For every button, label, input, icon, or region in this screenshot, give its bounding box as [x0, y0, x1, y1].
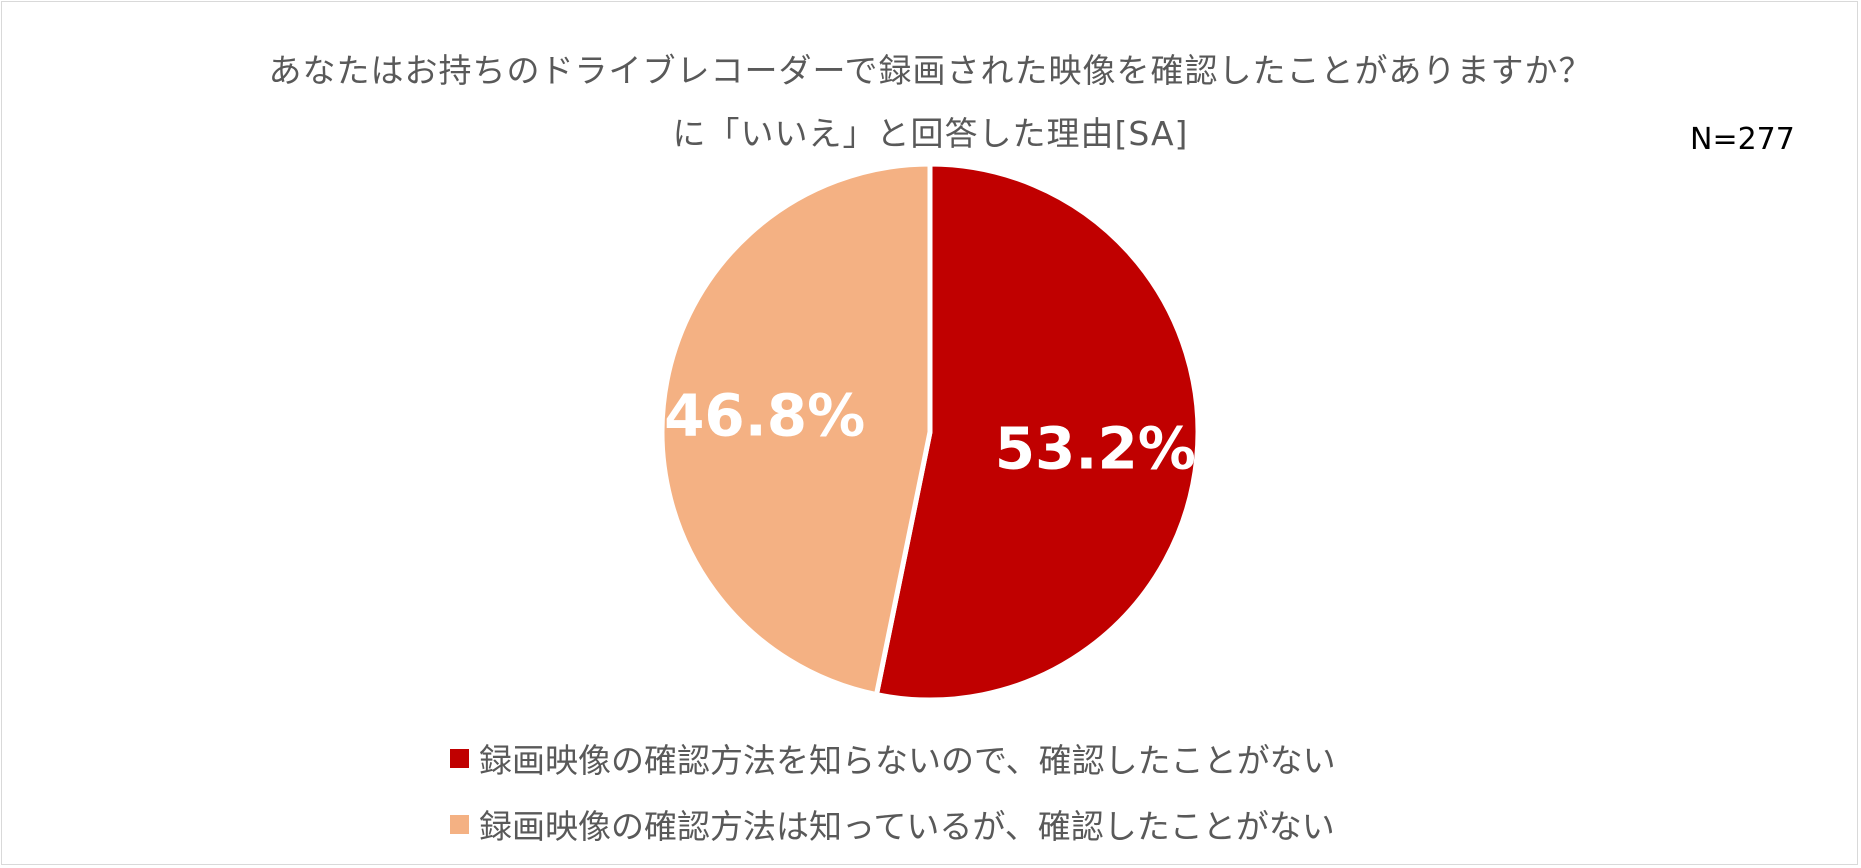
pie-slice-1 [659, 161, 933, 698]
legend: 録画映像の確認方法を知らないので、確認したことがない 録画映像の確認方法は知って… [450, 725, 1336, 857]
pie-slice-0 [873, 161, 1201, 703]
legend-item: 録画映像の確認方法は知っているが、確認したことがない [450, 791, 1336, 857]
chart-subtitle: に「いいえ」と回答した理由[SA] [672, 114, 1189, 153]
legend-item: 録画映像の確認方法を知らないので、確認したことがない [450, 725, 1336, 791]
legend-swatch-1 [450, 814, 469, 834]
data-label-1: 46.8% [664, 381, 865, 449]
sample-size-label: N=277 [1690, 122, 1795, 157]
data-label-0: 53.2% [995, 415, 1196, 483]
chart-title: あなたはお持ちのドライブレコーダーで録画された映像を確認したことがありますか？ [268, 51, 1593, 90]
legend-swatch-0 [450, 748, 469, 768]
legend-label-0: 録画映像の確認方法を知らないので、確認したことがない [479, 741, 1336, 780]
legend-label-1: 録画映像の確認方法は知っているが、確認したことがない [479, 807, 1335, 846]
